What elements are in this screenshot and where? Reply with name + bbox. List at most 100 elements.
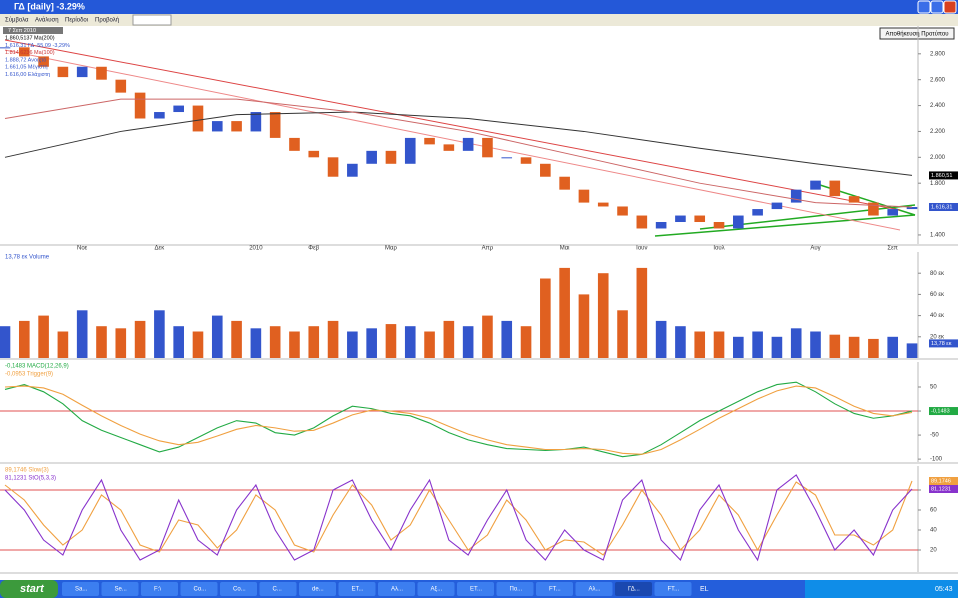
taskbar-button[interactable] bbox=[101, 582, 139, 596]
save-template-button[interactable] bbox=[879, 27, 955, 40]
taskbar-button[interactable] bbox=[220, 582, 257, 596]
candle bbox=[887, 209, 899, 216]
candle bbox=[269, 112, 281, 138]
volume-bar bbox=[134, 320, 146, 358]
maximize-button[interactable] bbox=[930, 0, 944, 14]
y-tick-label: 20 bbox=[930, 548, 937, 554]
candle bbox=[790, 189, 802, 203]
x-tick-label: Ιουλ bbox=[713, 246, 724, 252]
taskbar-button[interactable] bbox=[615, 582, 652, 596]
legend-entry: 1.814,6236 Ma(100) bbox=[5, 50, 55, 56]
legend-entry: 1.661,05 Μέγιστη bbox=[5, 64, 48, 71]
taskbar-button[interactable] bbox=[654, 582, 692, 596]
candle bbox=[713, 222, 725, 229]
volume-bar bbox=[192, 331, 204, 358]
candle bbox=[347, 163, 358, 177]
symbol-input[interactable] bbox=[132, 14, 172, 26]
candle bbox=[211, 121, 223, 132]
volume-bar bbox=[694, 331, 706, 358]
volume-bar bbox=[520, 326, 532, 358]
candle bbox=[636, 215, 648, 229]
y-tick-label: 60 εκ bbox=[930, 292, 945, 298]
candle bbox=[559, 176, 570, 190]
taskbar-label: ET... bbox=[352, 587, 364, 593]
taskbar-button[interactable] bbox=[417, 582, 455, 596]
minimize-button[interactable] bbox=[917, 0, 931, 14]
volume-bar bbox=[559, 267, 570, 358]
value-badge bbox=[929, 202, 958, 211]
legend-entry: 1.888,72 Ανοιχτό bbox=[5, 56, 46, 63]
candle bbox=[76, 66, 88, 78]
taskbar-button[interactable] bbox=[575, 582, 613, 596]
menu-item[interactable]: Σύμβολα bbox=[5, 18, 29, 24]
volume-bar bbox=[57, 331, 69, 358]
candle bbox=[848, 196, 860, 203]
taskbar-button[interactable] bbox=[338, 582, 376, 596]
start-button[interactable] bbox=[0, 580, 58, 598]
volume-bar bbox=[733, 336, 744, 358]
volume-bar bbox=[790, 328, 802, 358]
close-button[interactable] bbox=[943, 0, 957, 14]
candle bbox=[482, 137, 493, 158]
volume-bar bbox=[655, 320, 667, 358]
x-tick-label: Νοε bbox=[77, 246, 88, 252]
x-tick-label: Δεκ bbox=[155, 246, 166, 252]
taskbar-button[interactable] bbox=[299, 582, 336, 596]
clock: 05:43 bbox=[935, 586, 953, 593]
volume-bar bbox=[597, 273, 609, 358]
volume-bar bbox=[289, 331, 300, 358]
taskbar-button[interactable] bbox=[496, 582, 534, 596]
panel-label: 81,1231 StO(5,3,3) bbox=[5, 476, 56, 482]
taskbar-label: Αλ... bbox=[391, 587, 403, 593]
x-tick-label: Ιουν bbox=[636, 246, 647, 252]
taskbar-label: Sa... bbox=[75, 587, 88, 593]
panel-label: -0,1483 MACD(12,26,9) bbox=[5, 364, 69, 370]
volume-bar bbox=[385, 324, 397, 358]
volume-bar bbox=[829, 334, 841, 358]
menu-item[interactable]: Ανάλυση bbox=[35, 17, 59, 24]
value-badge-label: -0,1483 bbox=[931, 408, 950, 414]
volume-bar bbox=[752, 331, 763, 358]
volume-bar bbox=[366, 328, 377, 358]
y-tick-label: 1.400 bbox=[930, 233, 946, 239]
taskbar-button[interactable] bbox=[378, 582, 415, 596]
taskbar-button[interactable] bbox=[141, 582, 178, 596]
y-tick-label: 2.000 bbox=[930, 155, 946, 161]
volume-bar bbox=[675, 326, 686, 358]
candle bbox=[134, 92, 146, 119]
trend-line bbox=[4, 49, 901, 231]
menu-item[interactable]: Περίοδοι bbox=[65, 18, 89, 24]
candle bbox=[366, 150, 377, 164]
taskbar-label: Αξ... bbox=[431, 587, 443, 593]
system-tray bbox=[805, 580, 958, 598]
candle bbox=[597, 202, 609, 207]
value-badge-label: 89,1746 bbox=[931, 478, 951, 484]
candle bbox=[771, 202, 783, 210]
legend-date-box bbox=[3, 27, 63, 34]
x-tick-label: Μαι bbox=[560, 246, 570, 252]
candle bbox=[250, 112, 262, 132]
candle bbox=[231, 121, 242, 132]
candle bbox=[752, 209, 763, 216]
y-tick-label: 2.400 bbox=[930, 103, 946, 109]
taskbar-button[interactable] bbox=[180, 582, 218, 596]
taskbar-button[interactable] bbox=[62, 582, 99, 596]
taskbar-button[interactable] bbox=[457, 582, 494, 596]
volume-bar bbox=[211, 315, 223, 358]
panel-label: 89,1746 Slow(3) bbox=[5, 468, 49, 474]
taskbar-button[interactable] bbox=[259, 582, 297, 596]
taskbar-button[interactable] bbox=[536, 582, 573, 596]
menu-item[interactable]: Προβολή bbox=[95, 17, 119, 24]
candle bbox=[829, 180, 841, 197]
volume-bar bbox=[154, 310, 165, 358]
volume-bar bbox=[868, 338, 879, 358]
volume-bar bbox=[38, 315, 49, 358]
value-badge bbox=[929, 407, 958, 416]
taskbar-label: FT... bbox=[549, 587, 561, 593]
legend-entry: 1.616,31 ΓΔ -55,09 -3,29% bbox=[5, 43, 70, 49]
volume-bar bbox=[462, 326, 474, 358]
panel-label: -0,0953 Trigger(9) bbox=[5, 372, 53, 378]
title-bar bbox=[0, 0, 958, 14]
volume-bar bbox=[713, 331, 725, 358]
